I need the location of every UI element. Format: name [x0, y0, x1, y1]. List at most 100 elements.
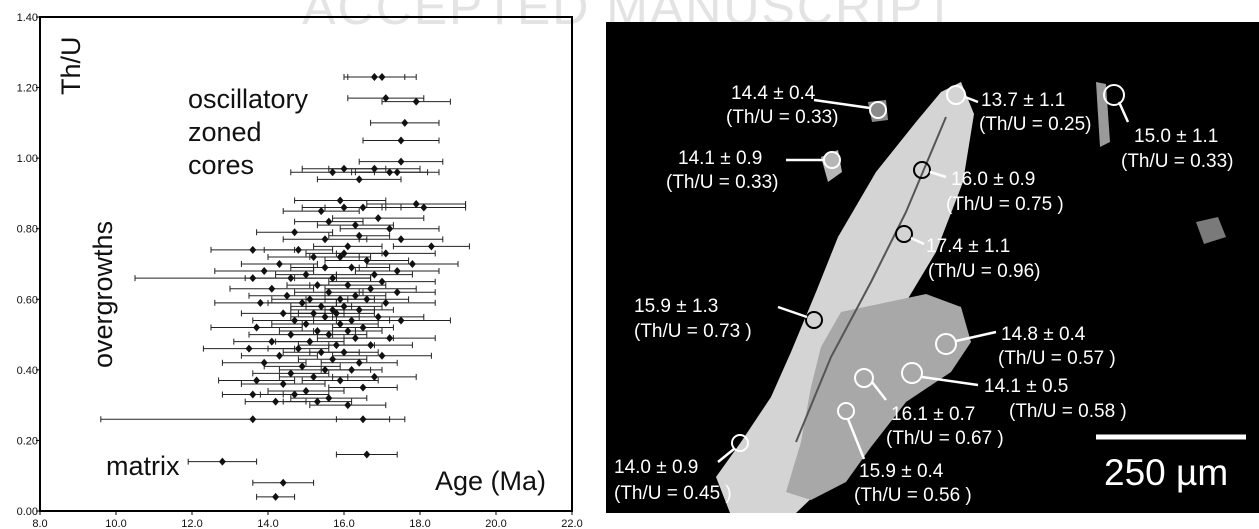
data-point: [279, 379, 287, 388]
data-point: [275, 260, 283, 268]
data-point: [294, 245, 302, 254]
data-point: [325, 330, 333, 339]
data-point: [332, 309, 340, 318]
spot-7-age: 15.9 ± 1.3: [634, 296, 718, 317]
data-point: [370, 72, 378, 81]
spot-4-ratio: (Th/U = 0.33): [666, 172, 778, 193]
annotation-overgrowths: overgrowths: [88, 221, 118, 368]
spot-9-ratio: (Th/U = 0.58 ): [1009, 401, 1127, 422]
spot-10-age: 16.1 ± 0.7: [891, 404, 975, 425]
data-point: [340, 164, 348, 173]
spot-8-age: 14.8 ± 0.4: [1001, 324, 1086, 345]
data-point: [336, 252, 344, 261]
data-point: [218, 457, 226, 466]
spot-2-ratio: (Th/U = 0.25): [979, 114, 1091, 135]
y-tick-label: 1.00: [17, 153, 38, 165]
grain-fragment-right: [1196, 217, 1226, 244]
grain-edge-right: [1096, 82, 1110, 147]
data-point: [294, 344, 302, 353]
data-point: [298, 298, 306, 307]
data-point: [336, 319, 344, 328]
data-point: [393, 288, 401, 297]
data-point: [272, 492, 280, 501]
data-point: [363, 295, 371, 304]
data-point: [291, 390, 299, 399]
data-point: [393, 267, 401, 276]
annotation-zoned: zoned: [188, 117, 262, 147]
data-point: [317, 207, 325, 216]
data-point: [397, 316, 405, 325]
data-point: [363, 256, 371, 265]
data-point: [302, 319, 310, 328]
data-point: [310, 372, 318, 381]
spot-3-age: 15.0 ± 1.1: [1134, 126, 1218, 147]
data-point: [355, 175, 363, 184]
micrograph-canvas: 14.4 ± 0.4 (Th/U = 0.33) 13.7 ± 1.1 (Th/…: [614, 82, 1246, 513]
data-point: [412, 97, 420, 106]
data-point: [420, 203, 428, 212]
data-point: [283, 291, 291, 300]
data-point: [393, 168, 401, 177]
x-tick-label: 10.0: [105, 518, 126, 529]
data-point: [249, 415, 257, 424]
data-point: [336, 295, 344, 304]
data-point: [386, 168, 394, 177]
data-point: [313, 281, 321, 290]
plot-frame: [39, 16, 573, 512]
spot-9-age: 14.1 ± 0.5: [984, 376, 1068, 397]
spot-6-age: 17.4 ± 1.1: [926, 236, 1010, 257]
data-point: [313, 327, 321, 336]
annotation-matrix: matrix: [106, 451, 180, 481]
data-point: [253, 323, 261, 332]
spot-3-ratio: (Th/U = 0.33): [1121, 151, 1233, 172]
data-point: [401, 118, 409, 127]
data-point: [275, 351, 283, 360]
data-point: [412, 200, 420, 209]
data-point: [348, 263, 356, 272]
data-point: [355, 231, 363, 240]
data-point: [397, 235, 405, 244]
spot-1-age: 14.4 ± 0.4: [731, 83, 816, 104]
data-point: [287, 274, 295, 283]
y-tick-label: 1.40: [17, 12, 38, 24]
spot-5-age: 16.0 ± 0.9: [951, 169, 1035, 190]
data-point: [382, 249, 390, 258]
data-point: [344, 281, 352, 290]
data-point: [287, 369, 295, 378]
data-point: [370, 372, 378, 381]
data-point: [249, 390, 257, 399]
th-u-age-chart: 8.0 10.0 12.0 14.0 16.0 18.0 20.0 22.0 0.00 0.20…: [17, 12, 583, 529]
data-point: [427, 242, 435, 251]
data-point: [348, 316, 356, 325]
data-point: [260, 267, 268, 276]
spot-12-ratio: (Th/U = 0.56 ): [854, 485, 972, 506]
spot-circle: [854, 368, 874, 388]
y-axis-label: Th/U: [56, 36, 86, 95]
x-tick-label: 20.0: [485, 518, 506, 529]
spot-circle: [935, 333, 957, 355]
spot-1-ratio: (Th/U = 0.33): [726, 107, 838, 128]
spot-11-ratio: (Th/U = 0.45 ): [614, 483, 732, 504]
x-tick-label: 22.0: [561, 518, 582, 529]
data-point: [382, 94, 390, 103]
data-point: [340, 302, 348, 311]
y-tick-label: 0.00: [17, 506, 38, 518]
spot-11-age: 14.0 ± 0.9: [614, 457, 698, 478]
data-point: [310, 252, 318, 261]
data-point: [344, 242, 352, 251]
data-point: [359, 383, 367, 392]
spot-circle: [837, 402, 855, 420]
y-tick-label: 1.20: [17, 83, 38, 95]
data-point: [359, 203, 367, 212]
y-tick-label: 0.80: [17, 224, 38, 236]
data-point: [344, 401, 352, 410]
x-tick-label: 12.0: [181, 518, 202, 529]
spot-5-ratio: (Th/U = 0.75 ): [946, 194, 1064, 215]
data-point: [272, 397, 280, 406]
data-point: [329, 355, 337, 364]
data-point: [348, 365, 356, 374]
spot-circle: [913, 161, 931, 179]
x-axis-label: Age (Ma): [435, 466, 546, 496]
data-point: [302, 270, 310, 279]
data-point: [260, 358, 268, 367]
